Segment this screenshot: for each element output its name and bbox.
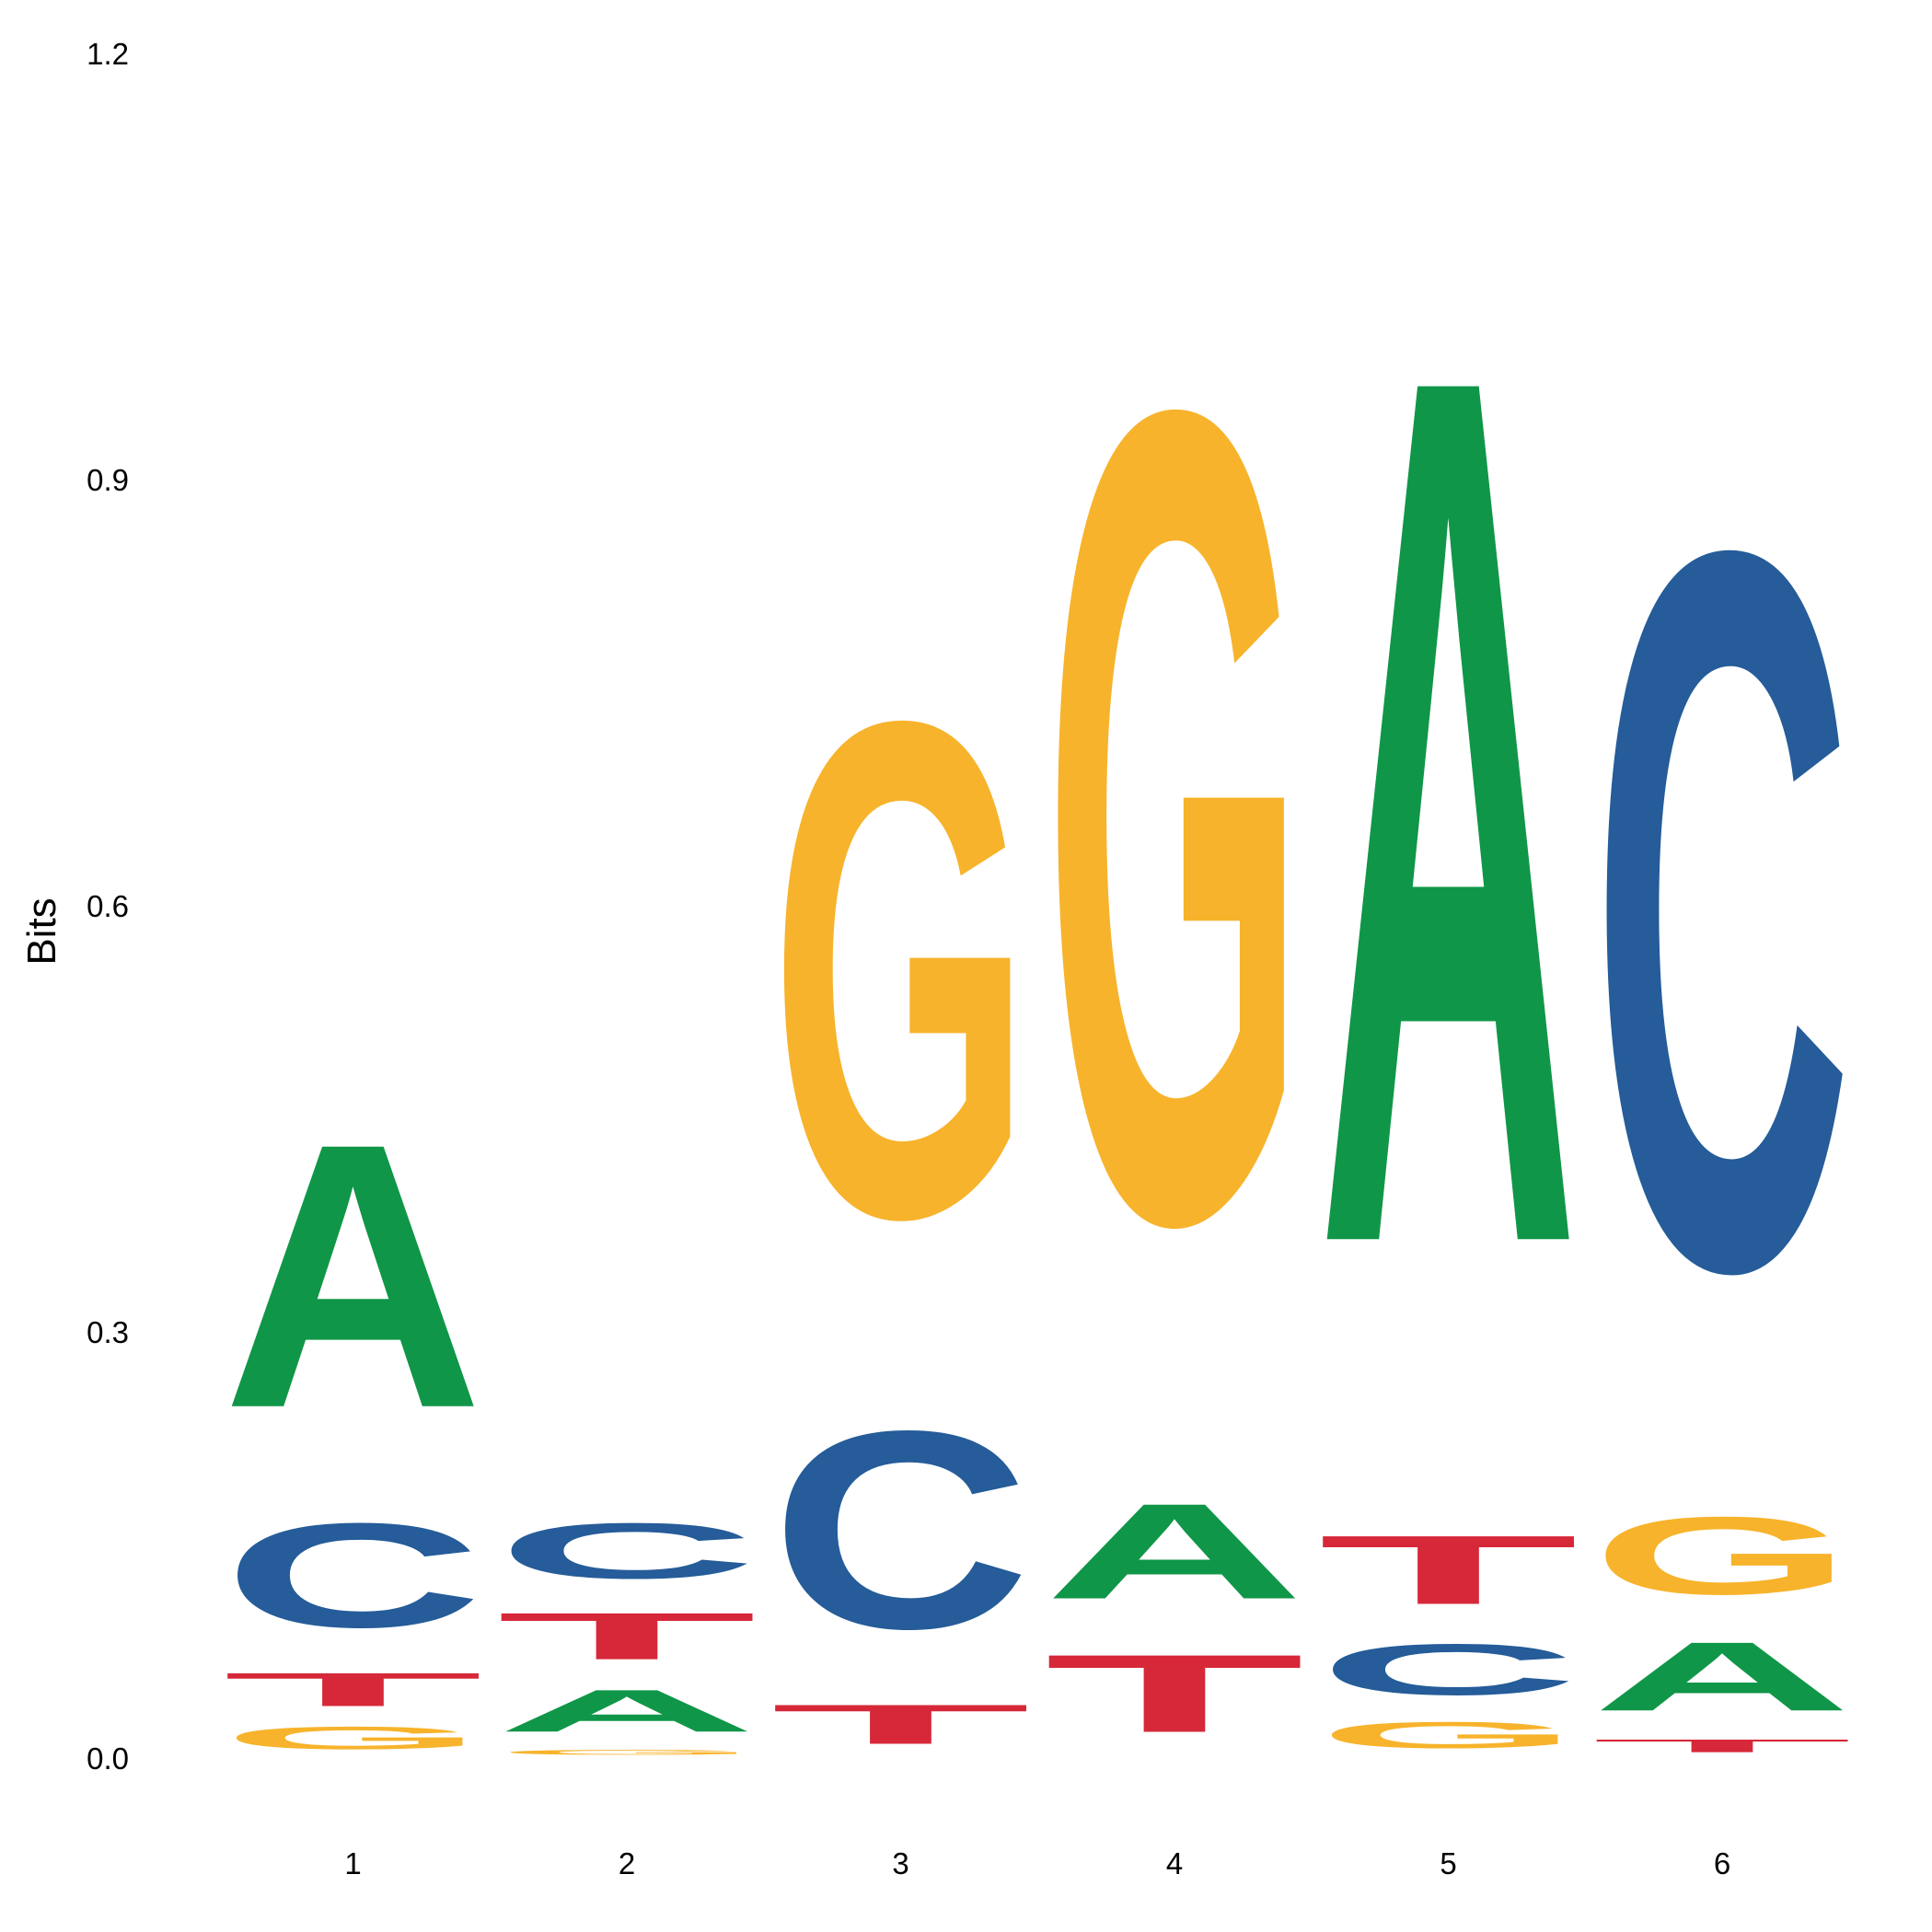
logo-letter-t: T — [1592, 1736, 1853, 1756]
logo-letter-c: C — [1318, 1629, 1579, 1710]
logo-letter-g: G — [497, 1749, 758, 1756]
logo-letter-a: A — [1318, 118, 1579, 1503]
logo-letter-t: T — [497, 1599, 758, 1673]
logo-letter-t: T — [1045, 1632, 1305, 1756]
logo-letter-c: C — [223, 1492, 483, 1659]
logo-letter-g: G — [1318, 1714, 1579, 1755]
x-tick-label: 1 — [344, 1846, 361, 1880]
logo-letter-t: T — [1318, 1515, 1579, 1625]
logo-letter-g: G — [1045, 171, 1305, 1464]
logo-letter-t: T — [223, 1663, 483, 1717]
logo-letter-a: A — [1592, 1622, 1853, 1731]
y-tick-label: 0.9 — [87, 463, 129, 497]
y-tick-label: 0.3 — [87, 1315, 129, 1349]
y-tick-label: 0.0 — [87, 1741, 129, 1776]
y-tick-label: 1.2 — [87, 37, 129, 71]
logo-letter-c: C — [497, 1507, 758, 1595]
logo-letter-t: T — [770, 1693, 1031, 1755]
x-tick-label: 3 — [892, 1846, 908, 1880]
y-tick-label: 0.6 — [87, 889, 129, 923]
logo-letter-a: A — [1045, 1475, 1305, 1627]
logo-letter-g: G — [770, 575, 1031, 1365]
logo-letter-a: A — [223, 1065, 483, 1487]
x-tick-label: 4 — [1166, 1846, 1183, 1880]
logo-letter-a: A — [497, 1677, 758, 1744]
y-axis: 0.0 0.3 0.6 0.9 1.2 — [87, 37, 129, 1776]
logo-letter-c: C — [770, 1372, 1031, 1687]
logo-letter-g: G — [223, 1720, 483, 1756]
logo-letter-c: C — [1592, 339, 1853, 1483]
x-tick-label: 2 — [619, 1846, 635, 1880]
x-tick-label: 6 — [1714, 1846, 1730, 1880]
x-tick-label: 5 — [1440, 1846, 1456, 1880]
x-axis: 1 2 3 4 5 6 — [344, 1846, 1730, 1880]
y-axis-title: Bits — [19, 897, 64, 965]
logo-letter-g: G — [1592, 1494, 1853, 1617]
